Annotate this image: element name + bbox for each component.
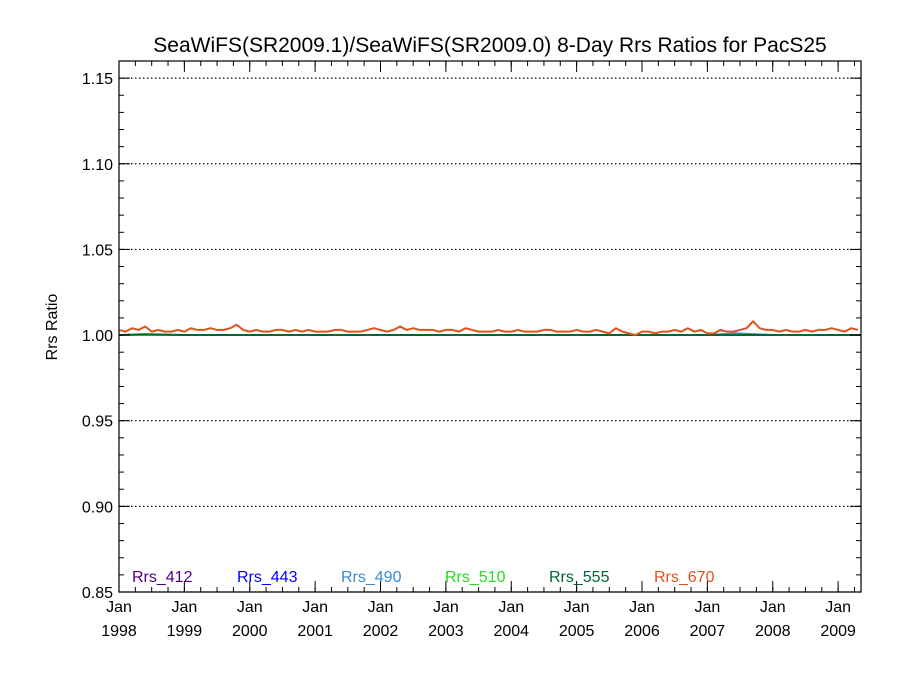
y-tick-label: 0.85 — [82, 585, 113, 602]
plot-frame — [118, 60, 862, 593]
x-tick-month: Jan — [171, 599, 197, 616]
chart-title: SeaWiFS(SR2009.1)/SeaWiFS(SR2009.0) 8-Da… — [153, 34, 826, 57]
x-tick-year: 2007 — [690, 623, 726, 640]
x-tick-year: 2002 — [363, 623, 399, 640]
x-tick-month: Jan — [302, 599, 328, 616]
y-axis-label: Rrs Ratio — [44, 294, 61, 361]
x-tick-year: 2009 — [820, 623, 856, 640]
y-tick-label: 0.90 — [82, 499, 113, 516]
x-tick-year: 1998 — [101, 623, 137, 640]
legend-entry-rrs-555: Rrs_555 — [549, 569, 610, 586]
x-tick-labels: Jan 1998 Jan 1999 Jan 2000 Jan 2001 Jan 2002 Jan 20… — [101, 599, 856, 640]
x-tick-year: 2004 — [493, 623, 529, 640]
y-tick-label: 0.95 — [82, 414, 113, 431]
x-tick-month: Jan — [368, 599, 394, 616]
y-tick-labels: 0.85 0.90 0.95 1.00 1.05 1.10 1.15 — [82, 71, 113, 602]
legend-entry-rrs-670: Rrs_670 — [654, 569, 715, 586]
x-tick-year: 2000 — [232, 623, 268, 640]
x-tick-month: Jan — [629, 599, 655, 616]
x-tick-month: Jan — [694, 599, 720, 616]
y-tick-label: 1.05 — [82, 242, 113, 259]
legend-entry-rrs-490: Rrs_490 — [341, 569, 402, 586]
x-tick-month: Jan — [237, 599, 263, 616]
x-tick-year: 2003 — [428, 623, 464, 640]
x-tick-month: Jan — [106, 599, 132, 616]
legend-entry-rrs-412: Rrs_412 — [132, 569, 193, 586]
x-tick-month: Jan — [498, 599, 524, 616]
axis-ticks — [118, 60, 861, 593]
y-tick-label: 1.10 — [82, 157, 113, 174]
series-line-rrs-670 — [118, 320, 858, 337]
y-tick-label: 1.15 — [82, 71, 113, 88]
x-tick-month: Jan — [760, 599, 786, 616]
legend-entry-rrs-510: Rrs_510 — [445, 569, 506, 586]
series-line-rrs-555 — [118, 333, 861, 337]
legend-entry-rrs-443: Rrs_443 — [237, 569, 298, 586]
x-tick-year: 2001 — [297, 623, 333, 640]
x-tick-year: 2006 — [624, 623, 660, 640]
x-tick-year: 2008 — [755, 623, 791, 640]
series-lines — [118, 320, 861, 337]
legend: Rrs_412 Rrs_443 Rrs_490 Rrs_510 Rrs_555 Rrs_6… — [132, 569, 715, 586]
x-tick-month: Jan — [433, 599, 459, 616]
y-tick-label: 1.00 — [82, 328, 113, 345]
x-tick-month: Jan — [564, 599, 590, 616]
x-tick-year: 1999 — [167, 623, 203, 640]
x-tick-year: 2005 — [559, 623, 595, 640]
x-tick-month: Jan — [825, 599, 851, 616]
